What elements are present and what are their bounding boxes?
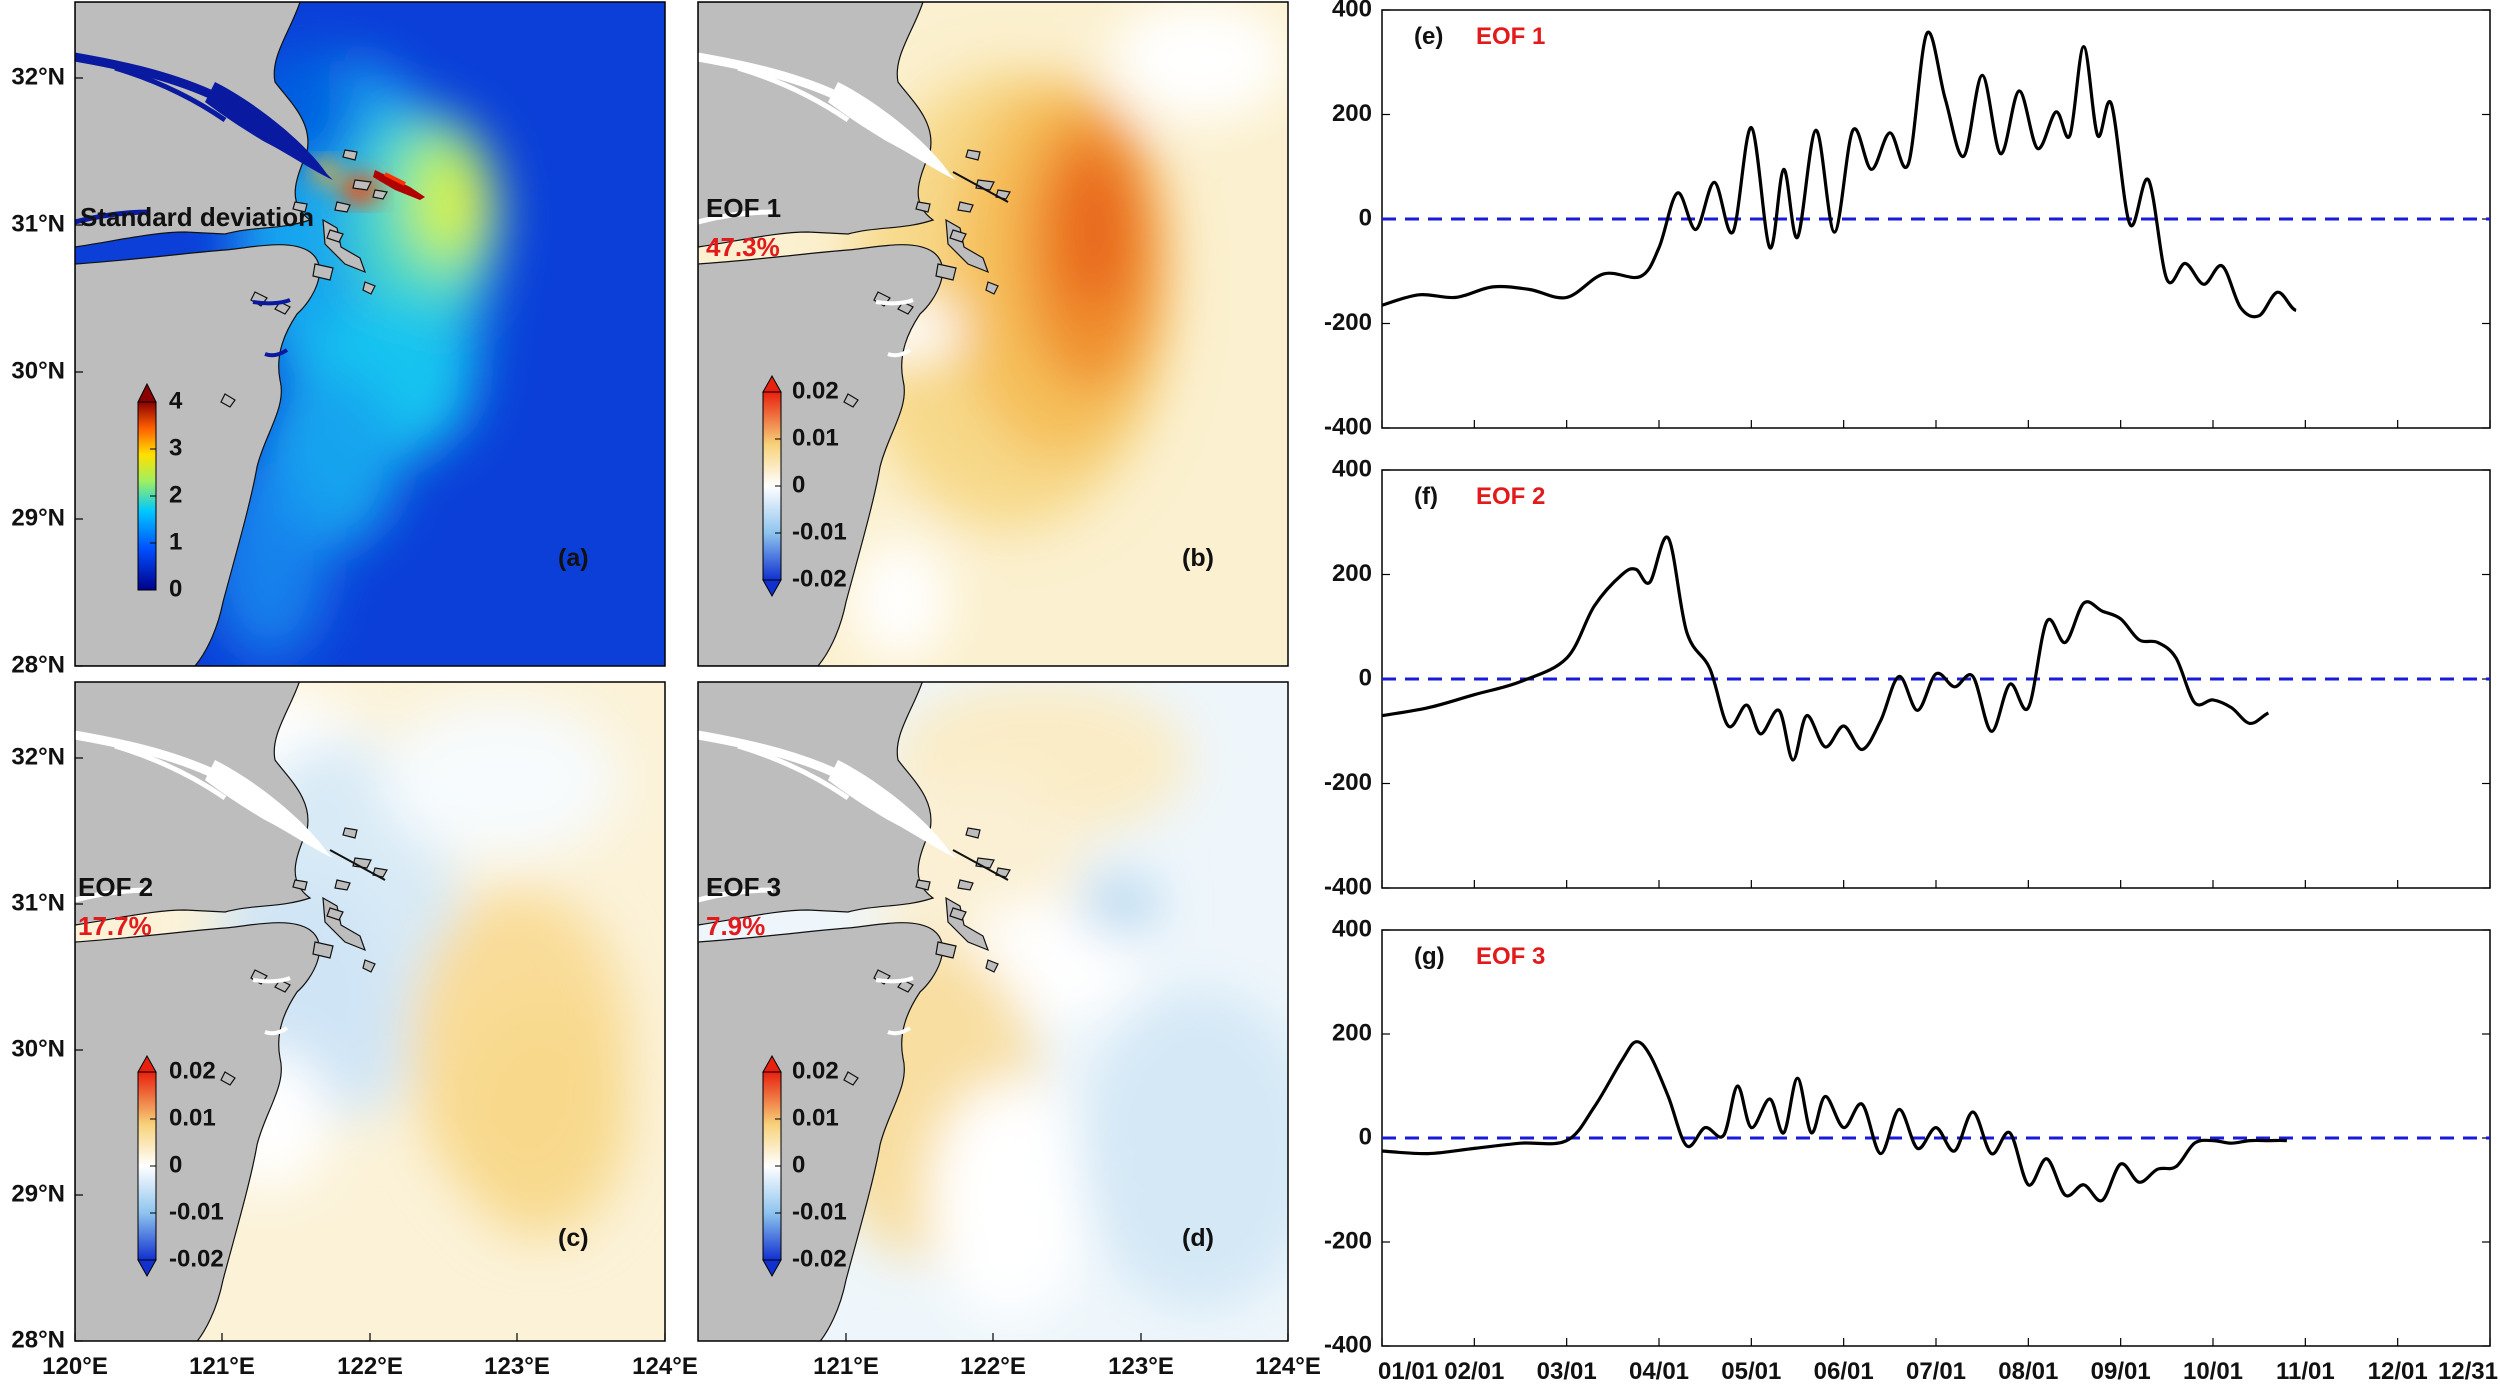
ytick-label: -200 <box>1324 769 1372 796</box>
ts-panel-g: -400 -200 0 200 400 01/01 02/01 03/01 04/01 05/01… <box>1324 915 2498 1384</box>
ts-panel-letter: (e) <box>1414 23 1443 50</box>
panel-c-variance: 17.7% <box>78 911 152 941</box>
ts-panel-e: -400 -200 0 200 400 (e) EOF 1 <box>1324 0 2491 440</box>
lat-label: 29°N <box>11 1180 65 1207</box>
xtick-label: 09/01 <box>2091 1358 2151 1384</box>
lat-label: 31°N <box>11 889 65 916</box>
ts-panel-title: EOF 1 <box>1476 23 1545 50</box>
lat-label: 28°N <box>11 651 65 678</box>
xtick-label: 04/01 <box>1629 1358 1689 1384</box>
xtick-label: 10/01 <box>2183 1358 2243 1384</box>
panel-a-title: Standard deviation <box>80 202 314 232</box>
panel-d-variance: 7.9% <box>706 911 765 941</box>
panel-d-title: EOF 3 <box>706 872 781 902</box>
ytick-label: 400 <box>1332 915 1372 942</box>
colorbar-c-tick: -0.02 <box>169 1245 224 1272</box>
lon-label: 121°E <box>189 1353 255 1380</box>
ytick-label: 400 <box>1332 0 1372 22</box>
series-line-f <box>1381 535 2270 762</box>
ytick-label: -400 <box>1324 413 1372 440</box>
lat-label: 28°N <box>11 1326 65 1353</box>
lat-label: 32°N <box>11 63 65 90</box>
panel-d-eof3-map <box>697 681 1289 1342</box>
panel-c-title: EOF 2 <box>78 872 153 902</box>
xtick-label: 01/01 <box>1378 1358 1438 1384</box>
series-line-e <box>1381 30 2297 319</box>
colorbar-a-tick: 0 <box>169 575 182 602</box>
colorbar-d-tick: 0.01 <box>792 1104 839 1131</box>
xtick-label: 12/31 <box>2438 1358 2498 1384</box>
colorbar-b-tick: -0.01 <box>792 518 847 545</box>
ytick-label: 0 <box>1359 1123 1372 1150</box>
lon-label: 122°E <box>960 1353 1026 1380</box>
ytick-label: 200 <box>1332 1019 1372 1046</box>
ytick-label: 400 <box>1332 455 1372 482</box>
colorbar-d-tick: -0.01 <box>792 1198 847 1225</box>
ts-panel-letter: (f) <box>1414 483 1438 510</box>
colorbar-b-tick: -0.02 <box>792 565 847 592</box>
colorbar-d-tick: -0.02 <box>792 1245 847 1272</box>
map-tick-marks <box>74 77 1289 1342</box>
colorbar-a-tick: 3 <box>169 434 182 461</box>
lon-label: 123°E <box>484 1353 550 1380</box>
lat-label: 30°N <box>11 1035 65 1062</box>
time-series-layer: -400 -200 0 200 400 (e) EOF 1 -400 -200 0 200 400 (f… <box>1324 0 2498 1384</box>
xtick-label: 11/01 <box>2276 1358 2335 1384</box>
series-line-g <box>1381 1040 2288 1203</box>
colorbar-b-tick: 0 <box>792 471 805 498</box>
lon-label: 120°E <box>42 1353 108 1380</box>
colorbar-a-tick: 4 <box>169 387 183 414</box>
lat-label: 30°N <box>11 357 65 384</box>
colorbar-b-tick: 0.02 <box>792 377 839 404</box>
panel-c-eof2-map <box>74 681 666 1342</box>
panel-b-variance: 47.3% <box>706 232 780 262</box>
colorbar-a-tick: 2 <box>169 481 182 508</box>
ytick-label: -200 <box>1324 1227 1372 1254</box>
lat-label: 31°N <box>11 210 65 237</box>
panel-b-eof1-map <box>697 1 1289 667</box>
panel-c-letter: (c) <box>558 1224 589 1252</box>
ytick-label: 200 <box>1332 560 1372 587</box>
ts-panel-title: EOF 3 <box>1476 943 1545 970</box>
ytick-label: 0 <box>1359 664 1372 691</box>
xtick-label: 08/01 <box>1998 1358 2058 1384</box>
lon-label: 121°E <box>813 1353 879 1380</box>
ytick-label: 200 <box>1332 100 1372 127</box>
lon-label: 124°E <box>1255 1353 1321 1380</box>
ytick-label: 0 <box>1359 204 1372 231</box>
xtick-label: 07/01 <box>1906 1358 1966 1384</box>
colorbar-c-tick: -0.01 <box>169 1198 224 1225</box>
panel-b-title: EOF 1 <box>706 193 781 223</box>
lon-label: 122°E <box>337 1353 403 1380</box>
lon-label: 123°E <box>1108 1353 1174 1380</box>
colorbar-a-tick: 1 <box>169 528 182 555</box>
panel-b-letter: (b) <box>1182 544 1214 572</box>
xtick-label: 12/01 <box>2368 1358 2428 1384</box>
lat-label: 29°N <box>11 504 65 531</box>
colorbar-c-tick: 0.02 <box>169 1057 216 1084</box>
lat-label: 32°N <box>11 743 65 770</box>
colorbar-c-tick: 0.01 <box>169 1104 216 1131</box>
xtick-label: 02/01 <box>1444 1358 1504 1384</box>
ytick-label: -200 <box>1324 309 1372 336</box>
ytick-label: -400 <box>1324 873 1372 900</box>
xtick-label: 06/01 <box>1814 1358 1874 1384</box>
lon-label: 124°E <box>632 1353 698 1380</box>
colorbar-d-tick: 0 <box>792 1151 805 1178</box>
xtick-label: 03/01 <box>1537 1358 1597 1384</box>
ytick-label: -400 <box>1324 1331 1372 1358</box>
colorbar-b-tick: 0.01 <box>792 424 839 451</box>
panel-d-letter: (d) <box>1182 1224 1214 1252</box>
xtick-label: 05/01 <box>1721 1358 1781 1384</box>
ts-panel-title: EOF 2 <box>1476 483 1545 510</box>
panel-a-letter: (a) <box>558 544 589 572</box>
ts-panel-letter: (g) <box>1414 943 1445 970</box>
ts-panel-f: -400 -200 0 200 400 (f) EOF 2 <box>1324 455 2491 900</box>
colorbar-d-tick: 0.02 <box>792 1057 839 1084</box>
colorbar-c-tick: 0 <box>169 1151 182 1178</box>
panel-a-std-map <box>74 1 666 667</box>
